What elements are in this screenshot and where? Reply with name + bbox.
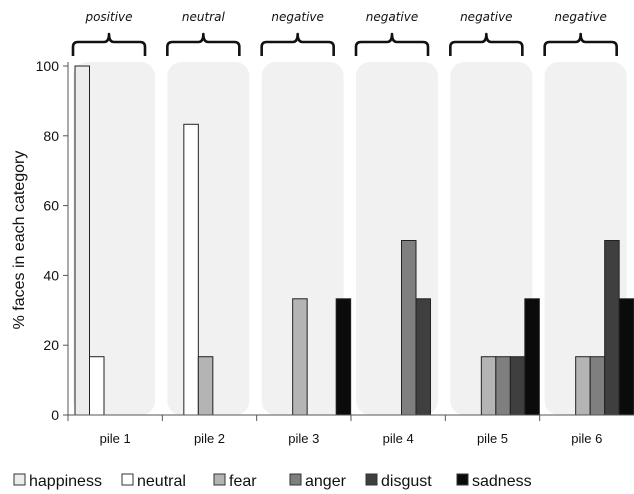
legend-label-anger: anger <box>305 473 347 490</box>
legend-swatch-fear <box>213 473 226 486</box>
group-annotation: negative <box>271 10 323 24</box>
y-tick-label: 0 <box>51 407 59 423</box>
bar-happiness-pile-1 <box>74 65 90 416</box>
bar-anger-pile-5 <box>495 356 511 416</box>
group-annotation: negative <box>366 10 418 24</box>
group-brace <box>260 32 335 56</box>
group-annotation: negative <box>554 10 606 24</box>
bar-anger-pile-6 <box>589 356 606 416</box>
legend-swatch-neutral <box>121 473 134 486</box>
x-category-label: pile 5 <box>477 431 508 446</box>
legend-swatch-disgust <box>365 473 378 486</box>
group-brace <box>71 32 147 56</box>
x-category-label: pile 3 <box>288 431 319 446</box>
bar-neutral-pile-1 <box>89 356 105 416</box>
x-category-label: pile 4 <box>383 431 414 446</box>
legend-swatch-anger <box>289 473 302 486</box>
bar-disgust-pile-4 <box>415 298 431 416</box>
y-tick-label: 60 <box>43 198 59 214</box>
x-category-label: pile 6 <box>571 431 602 446</box>
legend-label-neutral: neutral <box>137 473 186 490</box>
legend-label-happiness: happiness <box>29 473 102 490</box>
bar-disgust-pile-6 <box>604 240 620 416</box>
y-tick-label: 20 <box>43 337 59 353</box>
bar-fear-pile-2 <box>197 356 214 416</box>
legend-label-sadness: sadness <box>472 473 532 490</box>
group-annotation: neutral <box>182 10 226 24</box>
legend-label-disgust: disgust <box>381 473 432 490</box>
group-brace <box>354 32 430 56</box>
bar-sadness-pile-3 <box>335 298 352 416</box>
legend-swatch-sadness <box>456 473 469 486</box>
y-tick-label: 80 <box>43 128 59 144</box>
bar-fear-pile-5 <box>480 356 497 416</box>
x-category-label: pile 1 <box>100 431 131 446</box>
y-tick-label: 40 <box>43 267 59 283</box>
bar-anger-pile-4 <box>401 240 417 416</box>
group-panel <box>261 62 344 415</box>
bar-fear-pile-3 <box>292 298 308 416</box>
group-annotation: negative <box>460 10 512 24</box>
group-annotation: positive <box>84 10 132 24</box>
y-axis-label: % faces in each category <box>11 151 28 330</box>
bar-neutral-pile-2 <box>183 123 199 416</box>
legend-label-fear: fear <box>229 473 257 490</box>
group-brace <box>543 32 618 56</box>
bar-disgust-pile-5 <box>509 356 526 416</box>
bar-sadness-pile-6 <box>618 298 634 416</box>
bar-sadness-pile-5 <box>524 298 540 416</box>
group-panel <box>450 62 533 415</box>
group-panel <box>73 62 155 415</box>
legend-swatch-happiness <box>13 473 26 486</box>
group-brace <box>449 32 524 56</box>
group-brace <box>166 32 241 56</box>
bar-fear-pile-6 <box>575 356 591 416</box>
y-tick-label: 100 <box>36 58 60 74</box>
x-category-label: pile 2 <box>194 431 225 446</box>
